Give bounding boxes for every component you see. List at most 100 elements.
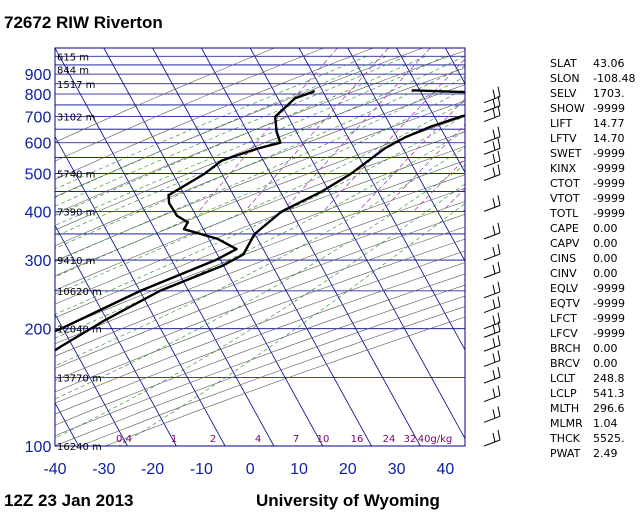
sounding-traces xyxy=(55,89,465,352)
index-name: MLMR xyxy=(550,417,583,430)
index-value: 0.00 xyxy=(593,342,618,355)
index-value: 0.00 xyxy=(593,222,618,235)
dry-adiabat xyxy=(55,201,465,357)
height-label: 9410 m xyxy=(57,256,95,267)
index-value: -9999 xyxy=(593,192,625,205)
index-value: 0.00 xyxy=(593,252,618,265)
index-value: 296.6 xyxy=(593,402,625,415)
isotherm xyxy=(396,48,465,174)
moist-adiabat xyxy=(55,130,465,339)
wind-barb xyxy=(483,150,501,168)
wind-barb xyxy=(483,335,501,352)
height-label: 16240 m xyxy=(57,442,102,453)
index-value: -108.48 xyxy=(593,72,635,85)
mixing-ratio-labels: 0.4 1 2 4 7 10 16 24 32 40g/kg xyxy=(116,434,452,445)
dry-adiabat xyxy=(55,160,465,319)
pressure-tick-label: 100 xyxy=(25,439,52,456)
index-name: SLAT xyxy=(550,57,577,70)
moist-adiabat xyxy=(55,56,465,237)
wind-barb xyxy=(483,222,501,240)
dry-adiabat xyxy=(55,146,465,305)
index-value: 0.00 xyxy=(593,237,618,250)
mixing-ratio-label: 4 xyxy=(255,434,261,445)
index-value: 1703. xyxy=(593,87,625,100)
index-name: LCLP xyxy=(550,387,577,400)
stability-indices: SLAT 43.06 SLON -108.48 SELV 1703. SHOW -9999 LI… xyxy=(549,57,635,460)
dry-adiabat xyxy=(55,226,465,381)
wind-barb xyxy=(483,281,501,299)
pressure-tick-label: 800 xyxy=(25,87,52,104)
index-name: SWET xyxy=(550,147,582,160)
dry-adiabat xyxy=(55,48,275,143)
pressure-tick-label: 400 xyxy=(25,204,52,221)
isotherm xyxy=(249,48,465,440)
moist-adiabat xyxy=(55,147,465,367)
wind-barb xyxy=(483,296,501,314)
wind-barb xyxy=(483,126,501,144)
index-value: 14.70 xyxy=(593,132,625,145)
wind-barb xyxy=(483,385,501,403)
wind-barb xyxy=(483,367,501,384)
isotherm xyxy=(103,48,324,446)
dry-adiabat xyxy=(55,187,465,345)
moist-adiabat xyxy=(55,115,465,315)
isotherm xyxy=(201,48,421,446)
dry-adiabat xyxy=(55,100,465,262)
wind-barb xyxy=(483,429,501,447)
temperature-tick-label: -30 xyxy=(92,461,115,478)
index-name: SELV xyxy=(550,87,577,100)
chart-title: 72672 RIW Riverton xyxy=(4,13,163,32)
index-value: -9999 xyxy=(593,162,625,175)
isotherm xyxy=(55,313,128,446)
index-value: -9999 xyxy=(593,282,625,295)
dry-adiabat xyxy=(55,131,465,291)
dry-adiabat xyxy=(55,116,465,277)
moist-adiabat xyxy=(55,56,446,226)
index-value: 2.49 xyxy=(593,447,618,460)
index-name: CAPV xyxy=(550,237,580,250)
wind-barb xyxy=(483,105,501,123)
dry-adiabat xyxy=(55,50,465,215)
dry-adiabat xyxy=(55,48,324,162)
height-label: 7390 m xyxy=(57,207,95,218)
mixing-ratio-line xyxy=(244,48,389,212)
wind-barbs xyxy=(483,86,501,447)
index-name: LCLT xyxy=(550,372,575,385)
dry-adiabat xyxy=(55,250,465,404)
wind-barb xyxy=(483,312,501,330)
mixing-ratio-line xyxy=(323,58,465,212)
wind-barb xyxy=(483,86,501,104)
index-name: BRCH xyxy=(550,342,581,355)
temperature-tick-label: 10 xyxy=(290,461,308,478)
index-value: 5525. xyxy=(593,432,625,445)
index-name: BRCV xyxy=(550,357,580,370)
moist-adiabat xyxy=(55,76,465,263)
isotherm xyxy=(0,48,30,446)
pressure-axis: 100 200 300 400 500 600 700 800 900 xyxy=(25,67,52,456)
temperature-tick-label: -40 xyxy=(43,461,66,478)
dry-adiabat xyxy=(55,273,465,426)
index-name: SHOW xyxy=(550,102,585,115)
dry-adiabat xyxy=(55,262,465,415)
index-name: EQLV xyxy=(550,282,579,295)
wind-barb xyxy=(483,350,501,367)
temperature-tick-label: -20 xyxy=(141,461,164,478)
height-label: 3102 m xyxy=(57,113,95,124)
pressure-tick-label: 900 xyxy=(25,67,52,84)
pressure-tick-label: 600 xyxy=(25,136,52,153)
index-name: LFCT xyxy=(550,312,577,325)
index-value: 14.77 xyxy=(593,117,625,130)
index-name: THCK xyxy=(549,432,581,445)
index-value: 1.04 xyxy=(593,417,618,430)
height-label: 10620 m xyxy=(57,287,102,298)
moist-adiabat xyxy=(55,56,387,198)
temperature-tick-label: 0 xyxy=(246,461,255,478)
index-name: MLTH xyxy=(550,402,579,415)
temperature-tick-label: 40 xyxy=(437,461,455,478)
moist-adiabat xyxy=(55,88,465,278)
dry-adiabat xyxy=(55,238,465,393)
dry-adiabat xyxy=(55,174,465,332)
index-name: CINV xyxy=(550,267,577,280)
wind-barb xyxy=(483,406,501,423)
mixing-ratio-line xyxy=(441,187,465,212)
